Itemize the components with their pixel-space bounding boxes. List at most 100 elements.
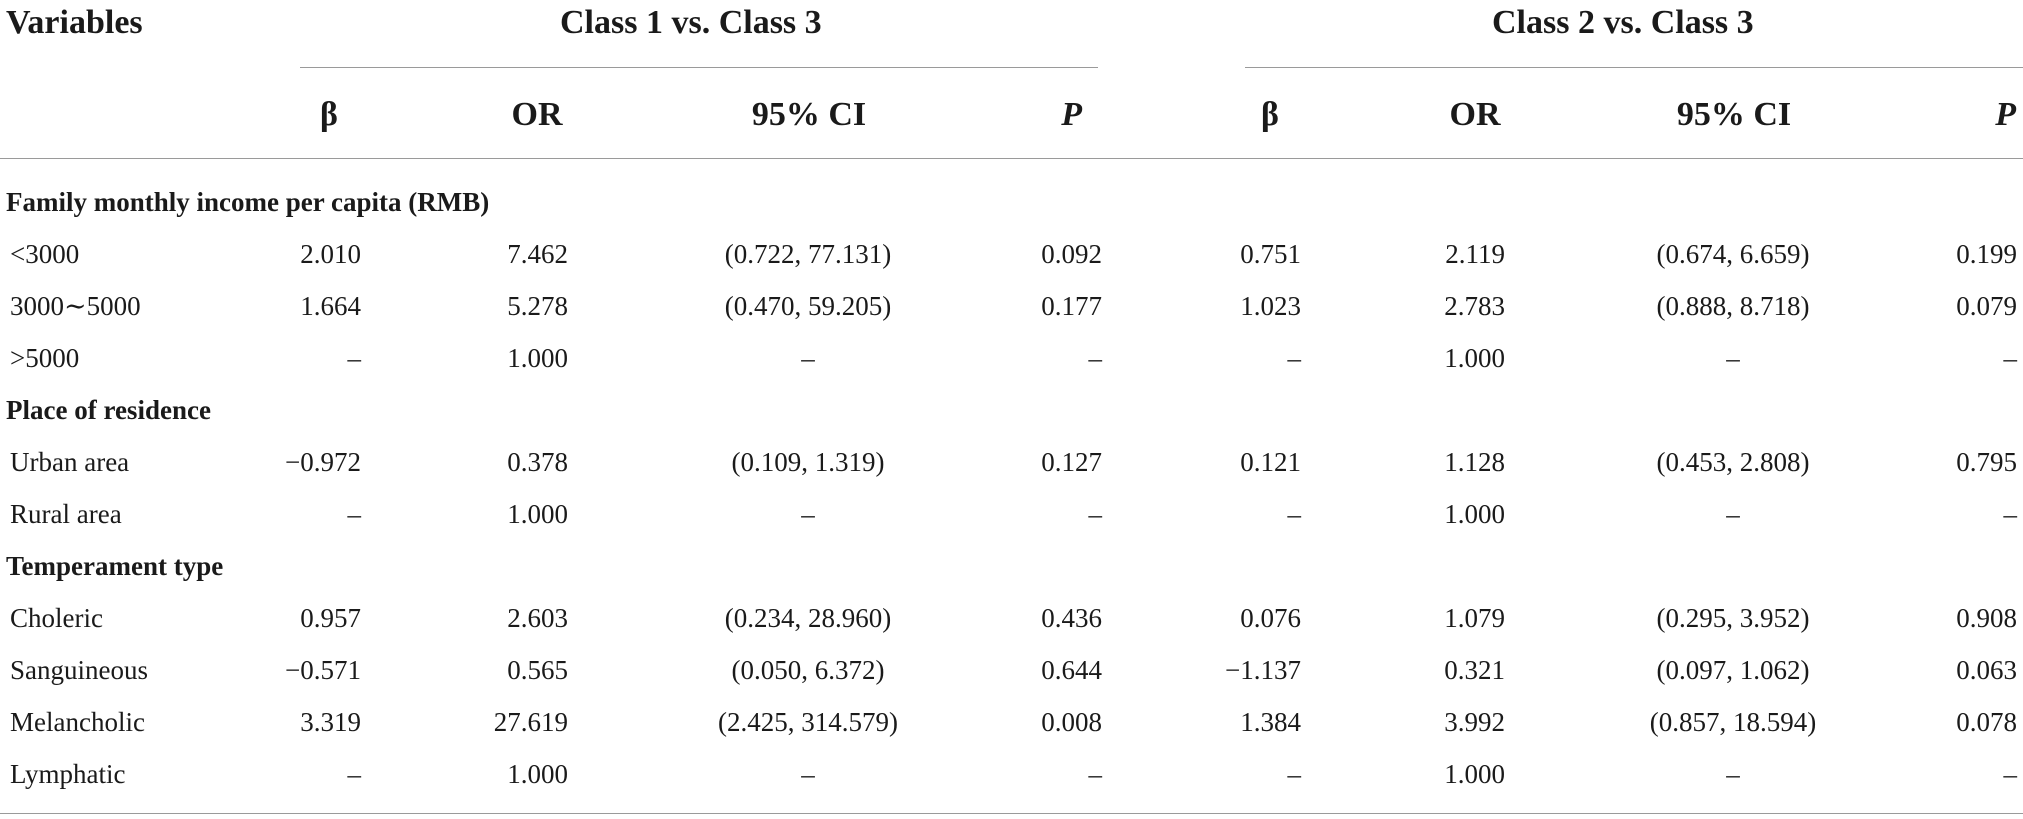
table-row: >5000 – 1.000 – – – 1.000 – –: [0, 345, 2023, 397]
table-cell: 0.177: [1041, 291, 1102, 321]
table-row: Rural area – 1.000 – – – 1.000 – –: [0, 501, 2023, 553]
table-cell: 0.199: [1956, 239, 2017, 269]
row-label: 3000∼5000: [10, 291, 141, 321]
row-label: Rural area: [10, 499, 122, 529]
subheader-ci-2: 95% CI: [1676, 96, 1792, 133]
table-cell: (0.234, 28.960): [724, 603, 892, 633]
table-cell: 0.908: [1956, 603, 2017, 633]
table-cell: 3.992: [1444, 707, 1505, 737]
table-cell: 1.000: [507, 343, 568, 373]
table-cell: 7.462: [507, 239, 568, 269]
table-cell: 0.079: [1956, 291, 2017, 321]
table-cell: 1.000: [1444, 499, 1505, 529]
table-cell: (0.857, 18.594): [1649, 707, 1817, 737]
table-cell: 0.076: [1240, 603, 1301, 633]
table-cell: –: [801, 499, 815, 529]
table-cell: 0.121: [1240, 447, 1301, 477]
table-row: 3000∼5000 1.664 5.278 (0.470, 59.205) 0.177 1…: [0, 293, 2023, 345]
section-title: Temperament type: [6, 551, 224, 581]
table-row: Urban area −0.972 0.378 (0.109, 1.319) 0.127…: [0, 449, 2023, 501]
subheader-beta-2: β: [1261, 96, 1279, 133]
section-row: Family monthly income per capita (RMB): [0, 189, 2023, 241]
column-header-variables: Variables: [6, 4, 143, 41]
table-cell: 1.000: [1444, 759, 1505, 789]
table-cell: (0.674, 6.659): [1656, 239, 1810, 269]
section-row: Place of residence: [0, 397, 2023, 449]
group-underline-class1: [300, 67, 1098, 68]
table-row: Sanguineous −0.571 0.565 (0.050, 6.372) 0.64…: [0, 657, 2023, 709]
group-header-class1-vs-class3: Class 1 vs. Class 3: [560, 4, 822, 41]
group-header-class2-vs-class3: Class 2 vs. Class 3: [1492, 4, 1754, 41]
table-row: Lymphatic – 1.000 – – – 1.000 – –: [0, 761, 2023, 813]
table-cell: 1.000: [1444, 343, 1505, 373]
table-cell: –: [347, 759, 362, 789]
table-cell: –: [1287, 499, 1302, 529]
table-cell: 1.079: [1444, 603, 1505, 633]
subheader-or-1: OR: [511, 96, 563, 133]
table-cell: 0.795: [1956, 447, 2017, 477]
table-row: Choleric 0.957 2.603 (0.234, 28.960) 0.436 0.…: [0, 605, 2023, 657]
table-cell: (0.470, 59.205): [724, 291, 892, 321]
subheader-ci-1: 95% CI: [751, 96, 867, 133]
table-cell: 0.078: [1956, 707, 2017, 737]
table-cell: (0.295, 3.952): [1656, 603, 1810, 633]
header-bottom-rule: [0, 158, 2023, 159]
table-cell: 1.664: [300, 291, 361, 321]
table-cell: 0.008: [1041, 707, 1102, 737]
subheader-p-2: P: [1995, 96, 2016, 133]
table-cell: –: [347, 499, 362, 529]
table-cell: –: [2003, 343, 2018, 373]
table-cell: 2.783: [1444, 291, 1505, 321]
table-cell: 1.000: [507, 499, 568, 529]
table-cell: –: [1726, 759, 1740, 789]
table-cell: 2.119: [1445, 239, 1505, 269]
subheader-p-1: P: [1061, 96, 1082, 133]
table-cell: 0.644: [1041, 655, 1102, 685]
row-label: Choleric: [10, 603, 103, 633]
table-cell: –: [801, 759, 815, 789]
table-cell: 0.321: [1444, 655, 1505, 685]
row-label: >5000: [10, 343, 80, 373]
table-cell: 3.319: [300, 707, 361, 737]
table-cell: –: [801, 343, 815, 373]
table-cell: 0.092: [1041, 239, 1102, 269]
table-cell: 0.063: [1956, 655, 2017, 685]
table-cell: 5.278: [507, 291, 568, 321]
table-cell: –: [1088, 343, 1103, 373]
table-cell: –: [1287, 343, 1302, 373]
table-cell: 2.010: [300, 239, 361, 269]
table-cell: –: [1726, 499, 1740, 529]
table-cell: 0.436: [1041, 603, 1102, 633]
table-cell: 1.128: [1444, 447, 1505, 477]
section-row: Temperament type: [0, 553, 2023, 605]
table-cell: 1.023: [1240, 291, 1301, 321]
table-cell: −1.137: [1225, 655, 1301, 685]
row-label: Sanguineous: [10, 655, 148, 685]
table-cell: (0.109, 1.319): [731, 447, 885, 477]
table-cell: −0.972: [285, 447, 361, 477]
table-bottom-rule: [0, 813, 2023, 814]
row-label: Urban area: [10, 447, 130, 477]
table-cell: (0.453, 2.808): [1656, 447, 1810, 477]
group-underline-class2: [1245, 67, 2023, 68]
table-cell: 0.378: [507, 447, 568, 477]
row-label: Melancholic: [10, 707, 145, 737]
table-cell: 2.603: [507, 603, 568, 633]
row-label: Lymphatic: [10, 759, 126, 789]
table-cell: –: [2003, 499, 2018, 529]
table-cell: –: [1088, 759, 1103, 789]
table-cell: –: [347, 343, 362, 373]
table-cell: (0.097, 1.062): [1656, 655, 1810, 685]
section-title: Family monthly income per capita (RMB): [6, 187, 490, 217]
subheader-or-2: OR: [1449, 96, 1501, 133]
table-cell: (0.722, 77.131): [724, 239, 892, 269]
table-cell: (0.888, 8.718): [1656, 291, 1810, 321]
table-cell: (0.050, 6.372): [731, 655, 885, 685]
table-cell: 0.127: [1041, 447, 1102, 477]
table-cell: –: [2003, 759, 2018, 789]
table-cell: 0.957: [300, 603, 361, 633]
section-title: Place of residence: [6, 395, 211, 425]
table-cell: –: [1287, 759, 1302, 789]
table-cell: 0.751: [1240, 239, 1301, 269]
table-cell: –: [1726, 343, 1740, 373]
